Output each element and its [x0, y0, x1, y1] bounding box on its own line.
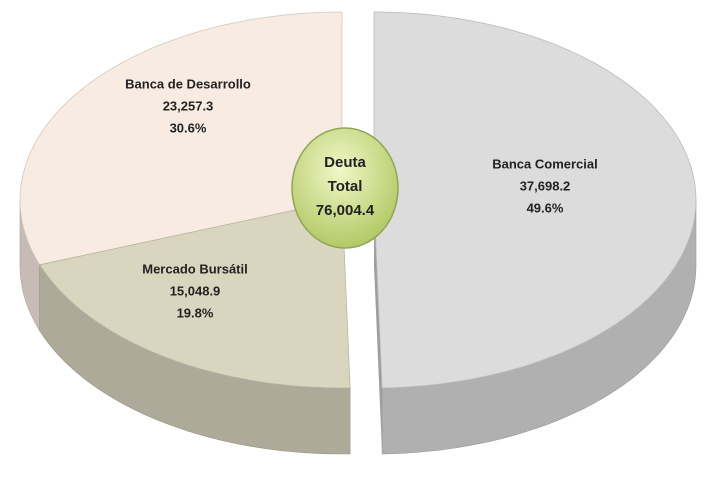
- slice-cut-face: [374, 200, 383, 454]
- pie: [19, 11, 697, 455]
- slice-percent: 30.6%: [170, 120, 207, 135]
- center-total: 76,004.4: [316, 202, 375, 219]
- labels: Banca Comercial 37,698.2 49.6% Mercado Burs…: [125, 76, 598, 320]
- center-label: Total: [328, 178, 363, 195]
- slice-label: Banca Comercial: [492, 156, 598, 171]
- slice-value: 37,698.2: [520, 178, 571, 193]
- slice-value: 15,048.9: [170, 283, 221, 298]
- slice-label: Mercado Bursátil: [142, 261, 247, 276]
- center-badge: Deuta Total 76,004.4: [291, 127, 399, 249]
- slice: [373, 11, 697, 389]
- slice-percent: 19.8%: [177, 305, 214, 320]
- center-label: Deuta: [324, 154, 366, 171]
- center-bubble: [291, 127, 399, 249]
- slice: [39, 199, 351, 389]
- slice-percent: 49.6%: [527, 200, 564, 215]
- slice-value: 23,257.3: [163, 98, 214, 113]
- slice: [19, 11, 343, 266]
- slice-label: Banca de Desarrollo: [125, 76, 251, 91]
